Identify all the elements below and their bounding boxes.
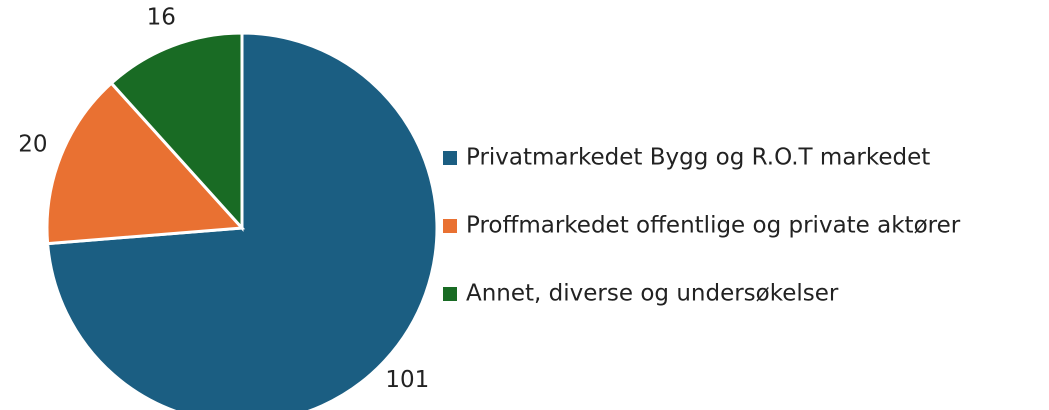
legend-label: Annet, diverse og undersøkelser	[466, 281, 839, 307]
pie-slice	[45, 81, 246, 246]
legend-label: Privatmarkedet Bygg og R.O.T markedet	[466, 145, 930, 171]
legend-swatch	[443, 151, 457, 165]
legend-label: Proffmarkedet offentlige og private aktø…	[466, 213, 961, 239]
data-label: 101	[385, 367, 429, 393]
legend-swatch	[443, 219, 457, 233]
data-label: 20	[18, 131, 47, 157]
legend-swatch	[443, 287, 457, 301]
data-label: 16	[147, 4, 176, 30]
pie-slice	[109, 31, 244, 232]
